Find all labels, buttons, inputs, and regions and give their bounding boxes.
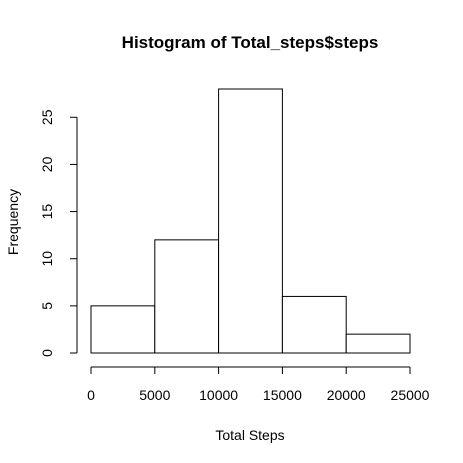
y-axis-label: Frequency <box>5 189 21 255</box>
y-axis: 0 5 10 15 20 25 <box>39 109 78 357</box>
x-axis-label: Total Steps <box>215 427 284 443</box>
chart-title: Histogram of Total_steps$steps <box>122 33 379 52</box>
bar-0 <box>90 305 156 354</box>
x-tick-label-0: 0 <box>87 387 95 403</box>
bar-1 <box>154 239 220 354</box>
x-tick-label-1: 5000 <box>139 387 170 403</box>
x-tick-label-3: 15000 <box>263 387 302 403</box>
bar-2 <box>218 88 283 354</box>
y-tick-label-4: 20 <box>39 156 55 172</box>
x-tick-label-5: 25000 <box>391 387 430 403</box>
x-tick-label-4: 20000 <box>327 387 366 403</box>
y-tick-label-2: 10 <box>39 251 55 267</box>
histogram-bars <box>90 88 411 354</box>
bar-3 <box>281 295 347 354</box>
x-tick-label-2: 10000 <box>199 387 238 403</box>
x-axis: 0 5000 10000 15000 20000 25000 <box>87 366 430 403</box>
y-tick-label-5: 25 <box>39 109 55 125</box>
bar-4 <box>345 333 411 354</box>
y-tick-label-3: 15 <box>39 204 55 220</box>
y-tick-label-0: 0 <box>39 349 55 357</box>
y-tick-label-1: 5 <box>39 302 55 310</box>
